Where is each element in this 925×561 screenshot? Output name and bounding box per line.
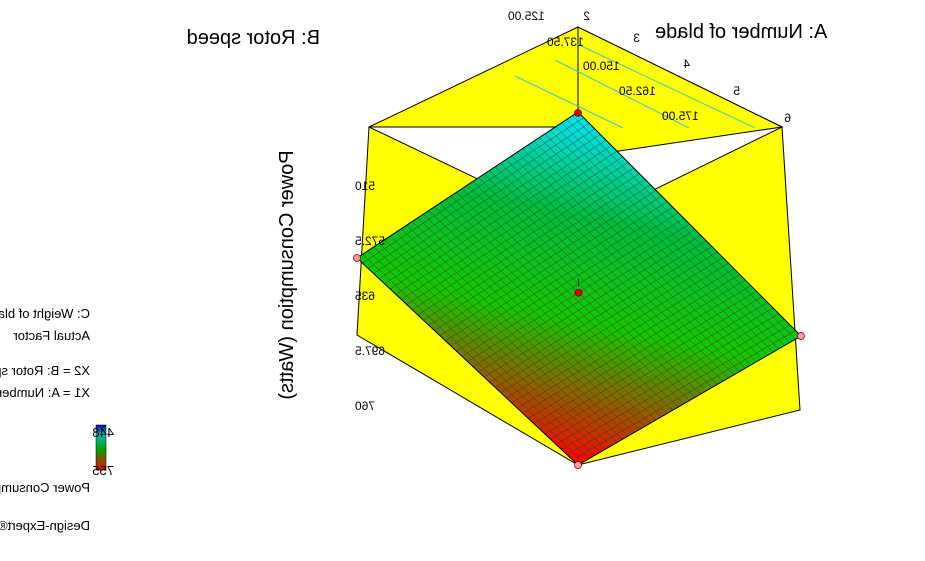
- design-expert-software-label: Design-Expert® Software: [0, 518, 90, 533]
- b-axis-tick-label: 137.50: [547, 35, 584, 49]
- b-axis-tick-label: 125.00: [508, 9, 545, 23]
- design-point: [797, 332, 805, 340]
- b-axis-tick-label: 175.00: [662, 109, 699, 123]
- b-axis-title: B: Rotor speed: [187, 27, 320, 49]
- a-axis-tick-label: 3: [633, 31, 640, 45]
- x2-factor-label: X2 = B: Rotor speed: [0, 363, 90, 378]
- x1-factor-label: X1 = A: Number of blade: [0, 385, 90, 400]
- response-surface: [356, 111, 802, 466]
- a-axis-tick-label: 5: [733, 84, 740, 98]
- legend-high-value: 448: [92, 425, 114, 440]
- response-name-label: Power Consumption (Watts): [0, 480, 90, 495]
- z-axis-tick-label: 572.5: [355, 234, 385, 248]
- a-axis-title: A: Number of blade: [655, 21, 827, 43]
- box-back-face: [577, 26, 784, 158]
- actual-factor-value: C: Weight of blade = 2.25: [0, 306, 90, 321]
- design-point: [353, 254, 361, 262]
- a-axis-tick-label: 2: [583, 9, 590, 23]
- legend-colorbar: [95, 424, 107, 471]
- legend-low-value: 755: [92, 463, 114, 478]
- legend: Design-Expert® Software Power Consumptio…: [0, 306, 114, 533]
- z-axis-tick-label: 697.5: [355, 344, 385, 358]
- design-point: [574, 109, 582, 117]
- a-axis-tick-label: 6: [784, 111, 791, 125]
- b-axis-tick-label: 150.00: [583, 59, 620, 73]
- contour-line: [514, 75, 624, 129]
- design-points: [353, 109, 805, 469]
- axis-titles: B: Rotor speed A: Number of blade: [187, 21, 828, 49]
- contour-line: [554, 59, 690, 129]
- design-point: [574, 461, 582, 469]
- z-axis-tick-label: 760: [355, 399, 375, 413]
- z-axis-tick-label: 510: [355, 179, 375, 193]
- b-axis-tick-label: 162.50: [619, 84, 656, 98]
- a-axis-tick-label: 4: [683, 57, 690, 71]
- actual-factor-heading: Actual Factor: [13, 328, 90, 343]
- contour-line: [576, 43, 756, 129]
- floor-contours: [514, 43, 756, 129]
- z-axis-title: Power Consumption (Watts): [276, 150, 298, 399]
- z-axis-tick-label: 635: [355, 289, 375, 303]
- design-point: [574, 288, 583, 297]
